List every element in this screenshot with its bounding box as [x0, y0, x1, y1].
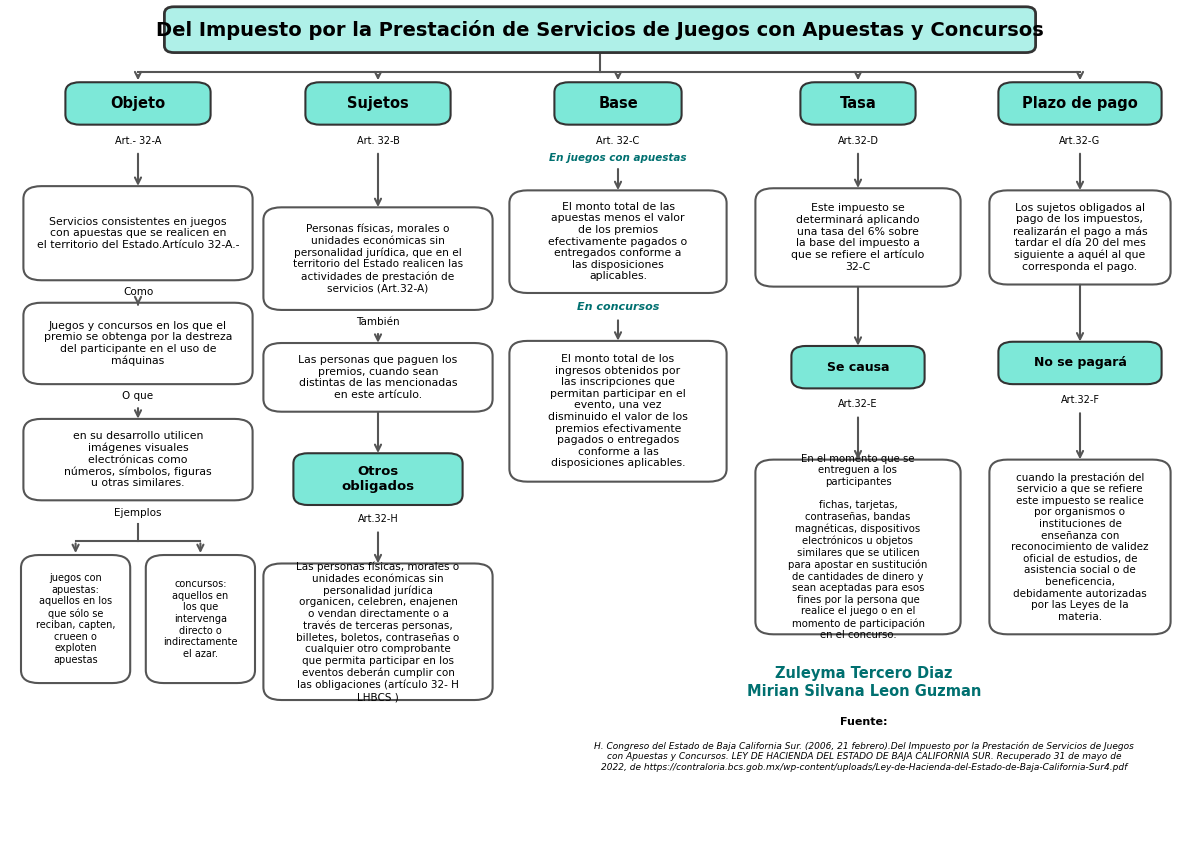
FancyBboxPatch shape	[146, 555, 256, 683]
Text: Plazo de pago: Plazo de pago	[1022, 96, 1138, 111]
Text: Del Impuesto por la Prestación de Servicios de Juegos con Apuestas y Concursos: Del Impuesto por la Prestación de Servic…	[156, 20, 1044, 40]
Text: en su desarrollo utilicen
imágenes visuales
electrónicas como
números, símbolos,: en su desarrollo utilicen imágenes visua…	[64, 431, 212, 488]
Text: Ejemplos: Ejemplos	[114, 508, 162, 518]
Text: Art.32-H: Art.32-H	[358, 515, 398, 524]
FancyBboxPatch shape	[264, 208, 492, 310]
Text: Art.- 32-A: Art.- 32-A	[115, 136, 161, 146]
Text: El monto total de los
ingresos obtenidos por
las inscripciones que
permitan part: El monto total de los ingresos obtenidos…	[548, 354, 688, 468]
Text: Las personas que paguen los
premios, cuando sean
distintas de las mencionadas
en: Las personas que paguen los premios, cua…	[299, 355, 457, 399]
FancyBboxPatch shape	[509, 191, 726, 293]
Text: Objeto: Objeto	[110, 96, 166, 111]
Text: Fuente:: Fuente:	[840, 717, 888, 728]
Text: Tasa: Tasa	[840, 96, 876, 111]
Text: Base: Base	[598, 96, 638, 111]
FancyBboxPatch shape	[305, 82, 451, 125]
FancyBboxPatch shape	[264, 563, 492, 700]
FancyBboxPatch shape	[792, 346, 924, 388]
Text: Art. 32-B: Art. 32-B	[356, 136, 400, 146]
Text: Las personas físicas, morales o
unidades económicas sin
personalidad jurídica
or: Las personas físicas, morales o unidades…	[296, 561, 460, 702]
Text: En el momento que se
entreguen a los
participantes

fichas, tarjetas,
contraseña: En el momento que se entreguen a los par…	[788, 454, 928, 640]
FancyBboxPatch shape	[24, 303, 253, 384]
FancyBboxPatch shape	[756, 188, 961, 287]
Text: El monto total de las
apuestas menos el valor
de los premios
efectivamente pagad: El monto total de las apuestas menos el …	[548, 202, 688, 282]
Text: Art.32-D: Art.32-D	[838, 136, 878, 146]
FancyBboxPatch shape	[293, 453, 463, 505]
Text: H. Congreso del Estado de Baja California Sur. (2006, 21 febrero).Del Impuesto p: H. Congreso del Estado de Baja Californi…	[594, 741, 1134, 772]
FancyBboxPatch shape	[554, 82, 682, 125]
Text: Juegos y concursos en los que el
premio se obtenga por la destreza
del participa: Juegos y concursos en los que el premio …	[44, 321, 232, 366]
FancyBboxPatch shape	[989, 191, 1171, 285]
Text: Personas físicas, morales o
unidades económicas sin
personalidad jurídica, que e: Personas físicas, morales o unidades eco…	[293, 224, 463, 293]
FancyBboxPatch shape	[800, 82, 916, 125]
Text: O que: O que	[122, 391, 154, 401]
FancyBboxPatch shape	[989, 460, 1171, 634]
Text: También: También	[356, 317, 400, 326]
Text: Este impuesto se
determinará aplicando
una tasa del 6% sobre
la base del impuest: Este impuesto se determinará aplicando u…	[791, 203, 925, 272]
FancyBboxPatch shape	[66, 82, 211, 125]
Text: Art.32-E: Art.32-E	[839, 399, 877, 410]
FancyBboxPatch shape	[164, 7, 1036, 53]
FancyBboxPatch shape	[998, 82, 1162, 125]
Text: Art.32-F: Art.32-F	[1061, 395, 1099, 405]
Text: cuando la prestación del
servicio a que se refiere
este impuesto se realice
por : cuando la prestación del servicio a que …	[1012, 472, 1148, 622]
Text: Otros
obligados: Otros obligados	[342, 465, 414, 494]
Text: Los sujetos obligados al
pago de los impuestos,
realizarán el pago a más
tardar : Los sujetos obligados al pago de los imp…	[1013, 203, 1147, 272]
Text: Sujetos: Sujetos	[347, 96, 409, 111]
Text: No se pagará: No se pagará	[1033, 356, 1127, 370]
FancyBboxPatch shape	[264, 343, 492, 411]
FancyBboxPatch shape	[998, 342, 1162, 384]
Text: En juegos con apuestas: En juegos con apuestas	[550, 153, 686, 163]
FancyBboxPatch shape	[24, 187, 253, 280]
FancyBboxPatch shape	[20, 555, 131, 683]
Text: En concursos: En concursos	[577, 303, 659, 312]
Text: concursos:
aquellos en
los que
intervenga
directo o
indirectamente
el azar.: concursos: aquellos en los que interveng…	[163, 579, 238, 659]
Text: Art. 32-C: Art. 32-C	[596, 136, 640, 146]
FancyBboxPatch shape	[24, 419, 253, 500]
FancyBboxPatch shape	[756, 460, 961, 634]
Text: Como: Como	[122, 287, 154, 297]
Text: Se causa: Se causa	[827, 360, 889, 374]
Text: Zuleyma Tercero Diaz
Mirian Silvana Leon Guzman: Zuleyma Tercero Diaz Mirian Silvana Leon…	[746, 667, 982, 699]
FancyBboxPatch shape	[509, 341, 726, 482]
Text: Art.32-G: Art.32-G	[1060, 136, 1100, 146]
Text: Servicios consistentes en juegos
con apuestas que se realicen en
el territorio d: Servicios consistentes en juegos con apu…	[37, 216, 239, 250]
Text: juegos con
apuestas:
aquellos en los
que sólo se
reciban, capten,
crueen o
explo: juegos con apuestas: aquellos en los que…	[36, 573, 115, 665]
